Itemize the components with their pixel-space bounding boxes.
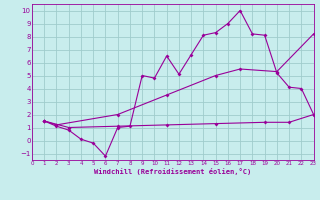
X-axis label: Windchill (Refroidissement éolien,°C): Windchill (Refroidissement éolien,°C) — [94, 168, 252, 175]
